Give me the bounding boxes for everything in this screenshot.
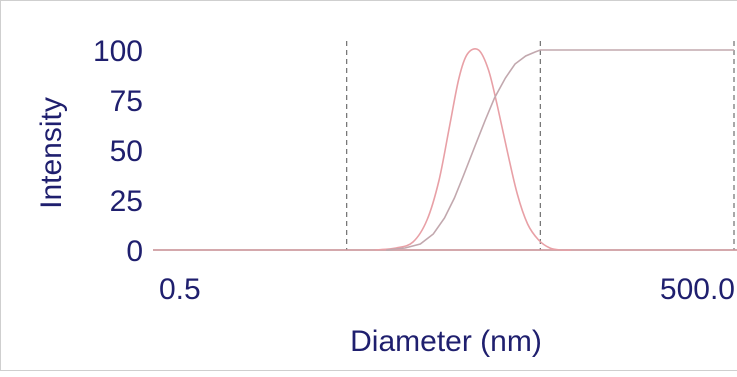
y-tick-label-100: 100 — [93, 35, 143, 68]
y-tick-label-75: 75 — [110, 85, 143, 118]
y-tick-label-50: 50 — [110, 135, 143, 168]
cumulative-series-line — [386, 49, 734, 251]
x-tick-label-min: 0.5 — [159, 273, 201, 306]
vertical-dashed-lines — [346, 41, 735, 250]
series-group — [153, 48, 737, 251]
y-axis-title: Intensity — [35, 97, 68, 209]
y-tick-label-0: 0 — [126, 235, 143, 268]
x-axis-title: Diameter (nm) — [350, 325, 542, 358]
y-tick-label-25: 25 — [110, 185, 143, 218]
x-tick-label-max: 500.0 — [660, 273, 735, 306]
distribution-series-line — [374, 48, 572, 251]
tick-labels: 100 75 50 25 0 0.5 500.0 — [93, 35, 735, 306]
